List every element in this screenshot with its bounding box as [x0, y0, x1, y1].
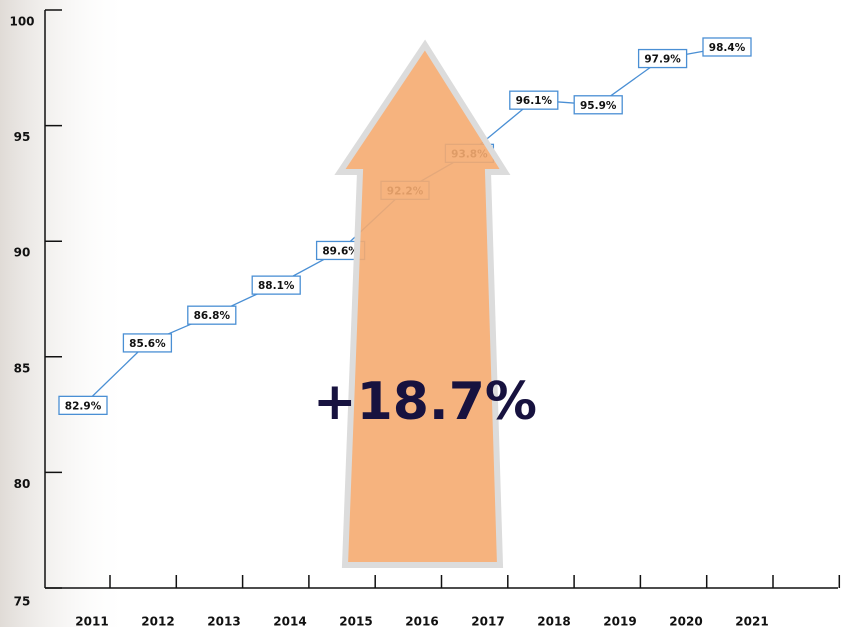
y-tick-label: 80 — [14, 477, 31, 491]
x-tick-label: 2014 — [273, 615, 306, 627]
x-tick-label: 2021 — [735, 615, 768, 627]
value-label: 86.8% — [194, 310, 231, 322]
x-tick-label: 2016 — [405, 615, 438, 627]
x-tick-label: 2020 — [669, 615, 702, 627]
x-tick-label: 2017 — [471, 615, 504, 627]
value-label: 98.4% — [709, 42, 746, 54]
value-box — [251, 275, 301, 295]
value-label: 82.9% — [65, 400, 102, 412]
y-tick-label: 90 — [14, 246, 31, 260]
value-box — [58, 395, 108, 416]
x-tick-label: 2018 — [537, 615, 570, 627]
value-label: 88.1% — [258, 280, 295, 292]
value-label: 96.1% — [516, 95, 553, 107]
x-tick-label: 2013 — [207, 615, 240, 627]
y-tick-label: 85 — [14, 361, 31, 375]
x-tick-label: 2011 — [75, 615, 108, 627]
growth-arrow — [334, 39, 511, 568]
value-box — [509, 90, 559, 110]
y-tick-label: 95 — [14, 130, 31, 144]
value-label: 95.9% — [580, 100, 617, 112]
x-tick-label: 2019 — [603, 615, 636, 627]
value-label: 85.6% — [129, 338, 166, 350]
annotation: +18.7% — [313, 372, 537, 432]
y-tick-label: 100 — [9, 15, 34, 29]
value-box — [637, 48, 688, 69]
value-box — [573, 95, 623, 115]
value-label: 97.9% — [644, 54, 681, 66]
value-box — [702, 37, 752, 57]
value-label: 89.6% — [322, 245, 359, 257]
background-photo — [0, 0, 130, 627]
value-box — [122, 333, 173, 353]
x-tick-label: 2015 — [339, 615, 372, 627]
value-box — [187, 305, 237, 325]
x-tick-label: 2012 — [141, 615, 174, 627]
y-tick-label: 75 — [14, 595, 31, 609]
